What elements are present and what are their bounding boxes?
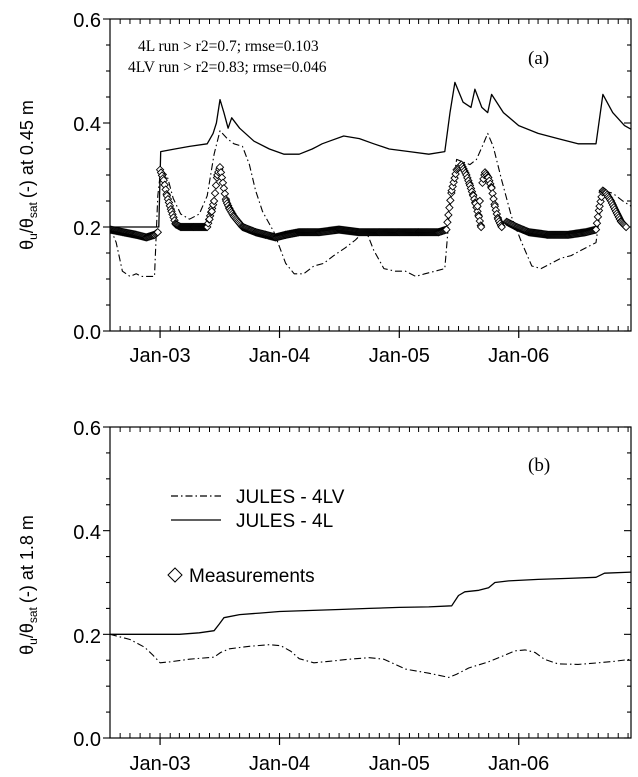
measurement-marker bbox=[220, 189, 230, 198]
series-line-jules-4l bbox=[110, 81, 631, 228]
measurement-marker bbox=[591, 225, 601, 234]
y-tick-labels-a: 0.6 0.4 0.2 0.0 bbox=[73, 10, 101, 344]
measurement-marker bbox=[593, 212, 603, 222]
legend-label-4l: JULES - 4L bbox=[236, 511, 333, 532]
measurement-marker bbox=[487, 183, 496, 193]
measurement-marker bbox=[207, 207, 217, 216]
panel-b: 0.6 0.4 0.2 0.0 Jan-03 Jan-04 Jan-05 Jan… bbox=[17, 418, 632, 775]
x-tick-labels-a: Jan-03 Jan-04 Jan-05 Jan-06 bbox=[130, 345, 550, 367]
measurement-marker bbox=[596, 197, 605, 206]
legend-label-4lv: JULES - 4LV bbox=[236, 487, 345, 508]
measurement-marker bbox=[211, 181, 221, 190]
measurement-marker bbox=[592, 218, 602, 228]
y-tick-label: 0.6 bbox=[73, 10, 101, 32]
series-measurements bbox=[110, 160, 631, 242]
measurement-marker bbox=[209, 196, 219, 206]
x-tick-label: Jan-06 bbox=[488, 345, 549, 367]
measurement-marker bbox=[205, 214, 214, 224]
measurement-marker bbox=[218, 178, 228, 188]
axis-ticks-b bbox=[103, 426, 631, 745]
x-tick-label: Jan-03 bbox=[130, 753, 191, 775]
y-tick-label: 0.4 bbox=[73, 522, 101, 544]
measurement-marker bbox=[621, 222, 631, 232]
series-line-jules-4lv bbox=[110, 130, 631, 277]
y-tick-label: 0.0 bbox=[73, 729, 101, 751]
axis-ticks-a bbox=[103, 18, 631, 338]
fit-stats-4lv: 4LV run > r2=0.83; rmse=0.046 bbox=[128, 59, 327, 76]
y-axis-label-a: θu/θsat(-) at 0.45 m bbox=[17, 100, 40, 250]
measurement-marker bbox=[219, 184, 229, 193]
measurement-marker bbox=[476, 222, 486, 232]
measurement-marker bbox=[488, 189, 497, 198]
measurement-marker bbox=[216, 168, 226, 177]
measurement-marker bbox=[489, 194, 498, 204]
x-tick-label: Jan-05 bbox=[369, 753, 430, 775]
legend-label-measurements: Measurements bbox=[189, 566, 315, 587]
measurement-marker bbox=[595, 201, 604, 211]
measurement-marker bbox=[442, 225, 451, 234]
x-tick-label: Jan-04 bbox=[249, 345, 310, 367]
legend: JULES - 4LV JULES - 4L Measurements bbox=[167, 487, 345, 587]
measurement-marker bbox=[160, 180, 169, 190]
panel-a: 0.6 0.4 0.2 0.0 Jan-03 Jan-04 Jan-05 Jan… bbox=[17, 10, 632, 367]
measurement-marker bbox=[210, 188, 220, 198]
measurement-marker bbox=[443, 218, 452, 227]
x-tick-label: Jan-03 bbox=[130, 345, 191, 367]
measurement-marker bbox=[445, 203, 454, 212]
panel-label-a: (a) bbox=[528, 48, 549, 69]
panel-label-b: (b) bbox=[528, 455, 550, 476]
x-tick-labels-b: Jan-03 Jan-04 Jan-05 Jan-06 bbox=[130, 753, 550, 775]
fit-stats-4l: 4L run > r2=0.7; rmse=0.103 bbox=[138, 38, 319, 55]
series-a bbox=[110, 81, 631, 277]
y-tick-labels-b: 0.6 0.4 0.2 0.0 bbox=[73, 418, 101, 751]
y-tick-label: 0.0 bbox=[73, 322, 101, 344]
measurement-marker bbox=[475, 196, 485, 206]
measurement-marker bbox=[215, 162, 225, 172]
measurement-marker bbox=[444, 210, 453, 220]
measurement-marker bbox=[153, 227, 163, 237]
x-tick-label: Jan-04 bbox=[249, 753, 310, 775]
series-line-jules-4l bbox=[110, 571, 631, 635]
y-axis-label-b: θu/θsat(-) at 1.8 m bbox=[17, 515, 40, 655]
y-tick-label: 0.2 bbox=[73, 218, 101, 240]
x-tick-label: Jan-05 bbox=[369, 345, 430, 367]
legend-marker-measurements bbox=[167, 567, 183, 583]
series-b bbox=[110, 571, 631, 678]
measurement-marker bbox=[497, 222, 506, 232]
series-line-jules-4lv bbox=[110, 633, 631, 678]
y-tick-label: 0.4 bbox=[73, 114, 101, 136]
y-tick-label: 0.2 bbox=[73, 626, 101, 648]
y-tick-label: 0.6 bbox=[73, 418, 101, 440]
measurement-marker bbox=[446, 196, 455, 205]
measurement-marker bbox=[159, 175, 168, 185]
x-tick-label: Jan-06 bbox=[488, 753, 549, 775]
